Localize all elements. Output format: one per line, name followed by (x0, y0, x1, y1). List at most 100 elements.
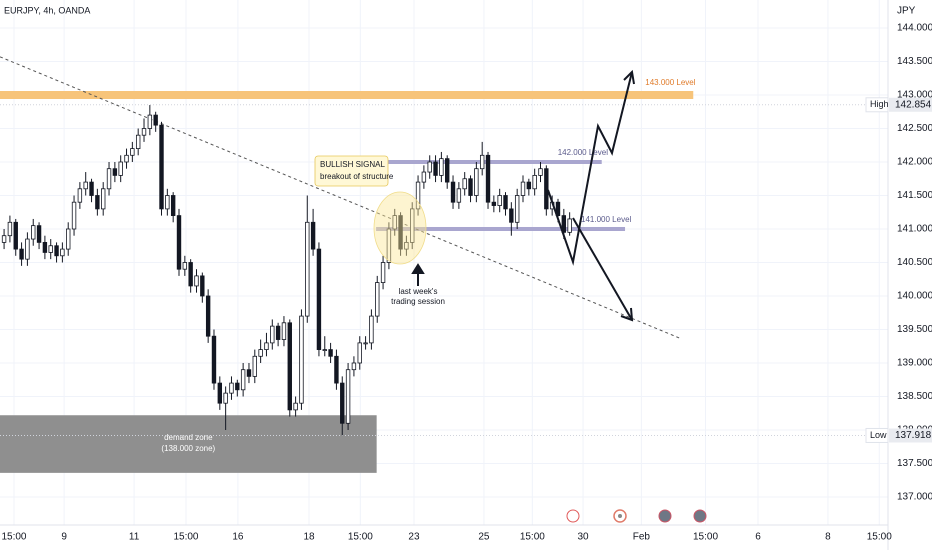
x-tick-label: 15:00 (693, 532, 718, 543)
candle-body (141, 128, 147, 136)
candle-body (101, 188, 106, 210)
candle-body (205, 295, 211, 337)
zone-label: demand zone (164, 433, 213, 442)
candle-body (170, 195, 176, 216)
candle-body (25, 238, 30, 260)
candle-body (334, 355, 339, 384)
candle-body (246, 369, 252, 377)
zone-label: (138.000 zone) (161, 444, 215, 453)
arrow-head (620, 307, 634, 322)
event-icon[interactable] (566, 509, 580, 523)
candle-body (468, 178, 473, 196)
candle-body (322, 349, 327, 351)
candle-body (345, 369, 351, 424)
candle-body (95, 195, 100, 210)
plot-area: demand zone (138.000 zone) 143.000 Level 14… (0, 56, 888, 473)
candle-body (31, 225, 36, 240)
demand-zone (0, 415, 377, 473)
projection-down (572, 217, 633, 321)
candle-body (340, 382, 345, 424)
candle-body (124, 154, 129, 163)
highlight-circle (373, 191, 427, 265)
candle-body (281, 322, 287, 340)
y-tick-label: 141.500 (897, 190, 932, 201)
candle-body (421, 171, 427, 183)
candle-body (310, 221, 316, 250)
candle-body (258, 349, 263, 357)
candle-body (223, 392, 228, 404)
candle-body (415, 181, 421, 210)
candle-body (433, 161, 438, 176)
axes: 137.000137.500138.000138.500139.000139.5… (1, 23, 932, 543)
candle-body (555, 201, 561, 216)
candle-body (7, 221, 13, 237)
x-tick-label: 11 (129, 532, 140, 543)
high-price: 142.854 (895, 99, 932, 110)
event-icon[interactable] (693, 509, 707, 523)
projection-up (547, 71, 633, 266)
candle-body (159, 124, 164, 210)
callout-box (314, 155, 389, 187)
candle-body (514, 195, 520, 223)
x-tick-label: 9 (61, 532, 67, 543)
low-price-badge (889, 428, 932, 443)
candle-body (375, 282, 380, 317)
candle-body (118, 161, 123, 176)
x-tick-label: 25 (478, 532, 490, 543)
candle-body (299, 315, 304, 404)
candle-body (567, 218, 572, 233)
high-label: High (870, 99, 889, 109)
y-tick-label: 137.000 (897, 492, 932, 503)
arrow-head (623, 69, 635, 85)
chart-title: EURJPY, 4h, OANDA (4, 5, 90, 15)
candle-body (503, 195, 508, 210)
x-tick-label: Feb (633, 532, 651, 543)
candle-body (19, 248, 24, 260)
candle-body (130, 148, 135, 156)
x-tick-label: 6 (755, 532, 761, 543)
candle-body (404, 241, 409, 250)
low-price: 137.918 (895, 430, 932, 441)
candle-body (165, 195, 170, 210)
x-tick-label: 18 (303, 532, 315, 543)
candle-body (211, 335, 217, 384)
candle-body (36, 225, 42, 243)
trendline (0, 56, 681, 339)
candle-body (386, 228, 392, 263)
session-note: last week's (399, 287, 438, 296)
candle-body (1, 235, 7, 243)
candle-body (106, 168, 112, 190)
y-tick-label: 139.500 (897, 324, 932, 335)
event-icon[interactable] (658, 509, 672, 523)
y-tick-label: 137.500 (897, 458, 932, 469)
candle-body (427, 161, 432, 173)
session-arrow (411, 263, 425, 286)
x-tick-label: 30 (577, 532, 589, 543)
y-tick-label: 144.000 (897, 23, 932, 34)
x-tick-label: 16 (232, 532, 244, 543)
candle-body (363, 342, 368, 345)
candle-body (474, 168, 479, 196)
level-label: 141.000 Level (581, 215, 631, 224)
candle-body (153, 114, 158, 126)
candle-body (147, 114, 153, 129)
candle-body (544, 168, 549, 210)
candle-body (264, 342, 269, 350)
candle-body (491, 201, 497, 206)
candle-body (450, 181, 456, 203)
y-tick-label: 140.000 (897, 291, 932, 302)
candle-body (497, 195, 502, 206)
candle-body (66, 228, 71, 250)
candle-body (561, 215, 567, 233)
candle-body (351, 362, 357, 371)
candle-body (217, 382, 223, 404)
candle-body (456, 188, 462, 203)
x-tick-label: 15:00 (1, 532, 26, 543)
candle-body (526, 181, 532, 190)
y-tick-label: 142.500 (897, 123, 932, 134)
high-price-badge (889, 97, 932, 112)
level-line (387, 159, 602, 164)
candle-body (305, 221, 310, 317)
x-tick-label: 15:00 (520, 532, 545, 543)
